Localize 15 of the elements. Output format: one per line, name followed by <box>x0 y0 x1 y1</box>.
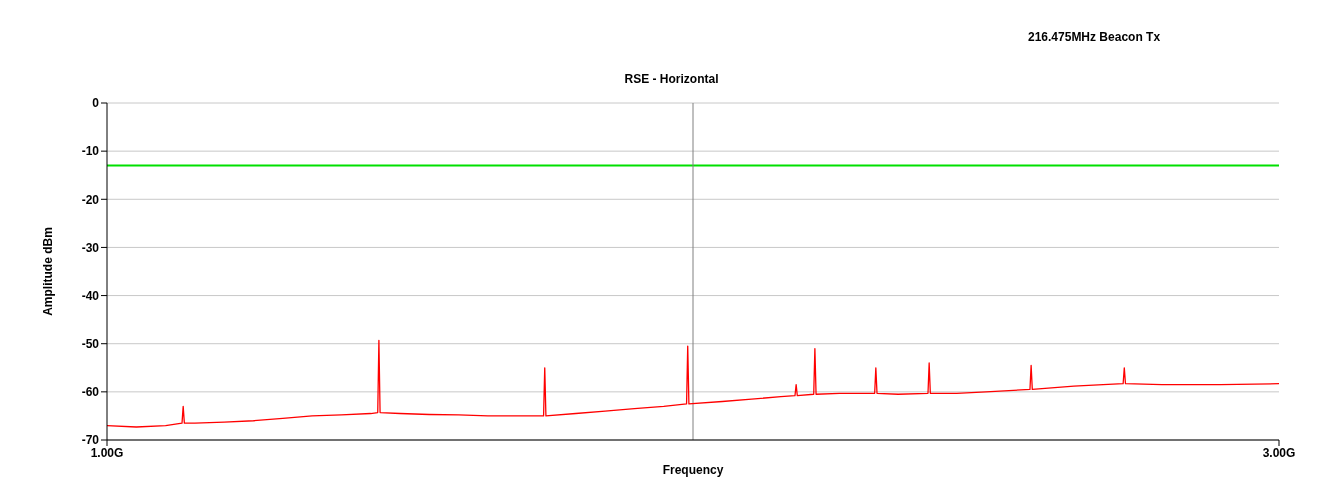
y-tick-label: -50 <box>81 336 100 351</box>
y-tick-label: -60 <box>81 385 100 400</box>
y-tick-label: -70 <box>81 433 100 448</box>
x-tick-label: 1.00G <box>90 445 124 460</box>
chart-title: RSE - Horizontal <box>623 72 720 86</box>
x-axis-title: Frequency <box>662 463 724 477</box>
line-series <box>107 339 1279 428</box>
y-tick-label: -20 <box>81 192 100 207</box>
y-tick-label: 0 <box>92 96 100 111</box>
x-tick-label: 3.00G <box>1262 445 1296 460</box>
y-tick-label: -10 <box>81 144 100 159</box>
y-tick-label: -30 <box>81 240 100 255</box>
chart-subtitle: 216.475MHz Beacon Tx <box>1028 30 1161 44</box>
y-tick-label: -40 <box>81 288 100 303</box>
y-axis-title: Amplitude dBm <box>41 227 56 316</box>
